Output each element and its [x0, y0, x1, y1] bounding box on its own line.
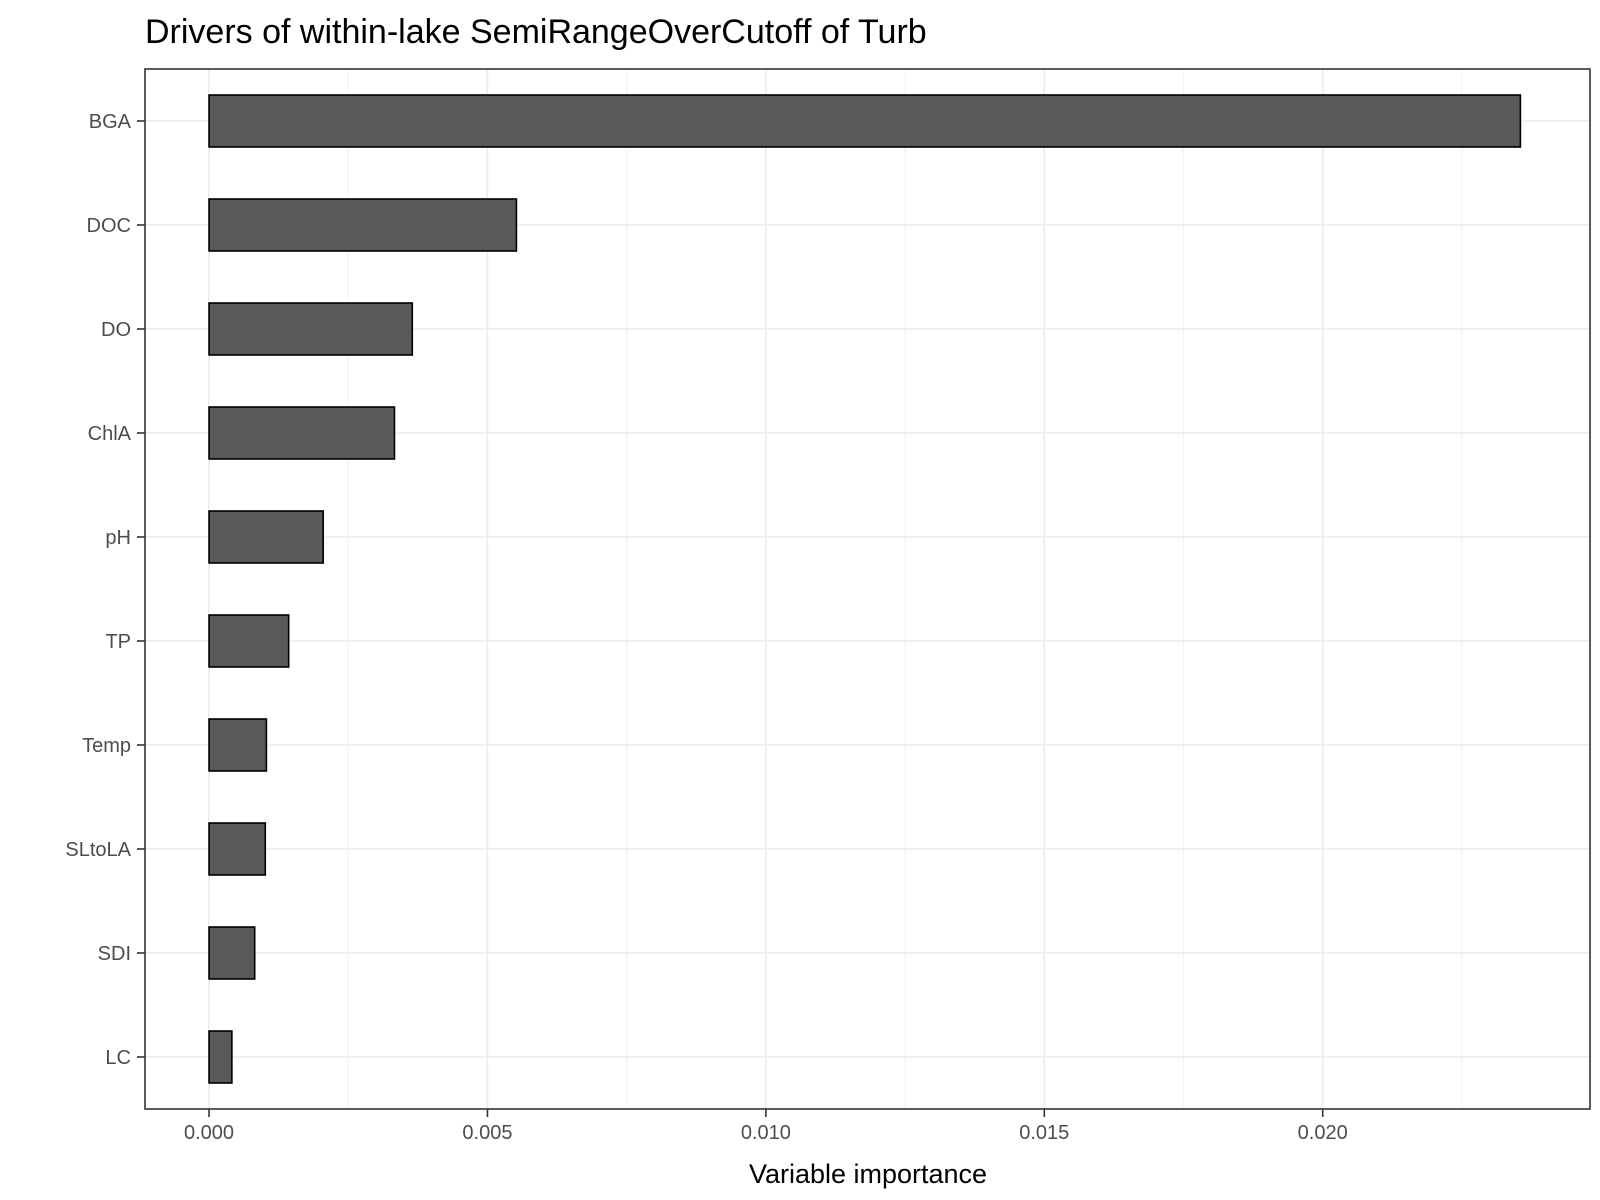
y-tick-label: BGA	[89, 111, 132, 133]
y-tick-label: LC	[105, 1047, 131, 1069]
bar-lc	[208, 1030, 233, 1084]
y-tick-label: SDI	[98, 943, 131, 965]
panel-border	[144, 68, 1591, 1110]
bar-bga	[208, 94, 1522, 148]
y-tick-label: TP	[105, 631, 131, 653]
bar-ph	[208, 510, 324, 564]
axis-layer: BGA DOC DO ChlA pH TP Temp SLtoLA SDI LC 0.000 0.00…	[65, 111, 1347, 1144]
bar-sdi	[208, 926, 256, 980]
bar-temp	[208, 718, 268, 772]
y-tick-label: Temp	[82, 735, 131, 757]
bar-do	[208, 302, 414, 356]
y-tick-label: DOC	[87, 215, 131, 237]
bar-tp	[208, 614, 290, 668]
y-tick-label: ChlA	[88, 423, 132, 445]
bar-chla	[208, 406, 396, 460]
bar-doc	[208, 198, 518, 252]
x-axis-title: Variable importance	[749, 1159, 987, 1189]
y-tick-label: SLtoLA	[65, 839, 131, 861]
x-tick-label: 0.020	[1298, 1122, 1348, 1144]
x-tick-label: 0.010	[741, 1122, 791, 1144]
y-tick-label: pH	[105, 527, 131, 549]
x-tick-label: 0.000	[184, 1122, 234, 1144]
bar-layer	[208, 94, 1522, 1084]
bar-sltola	[208, 822, 267, 876]
chart-title: Drivers of within-lake SemiRangeOverCuto…	[145, 13, 927, 51]
x-tick-label: 0.015	[1019, 1122, 1069, 1144]
x-tick-label: 0.005	[462, 1122, 512, 1144]
y-tick-label: DO	[101, 319, 131, 341]
